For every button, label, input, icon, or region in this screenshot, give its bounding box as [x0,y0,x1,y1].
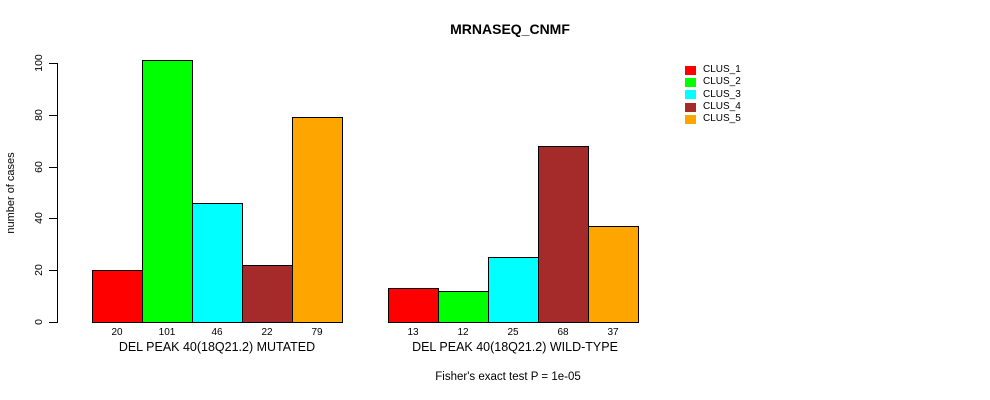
y-tick-label: 40 [33,212,45,224]
y-tick [49,63,57,64]
legend-swatch-clus_4 [685,102,696,112]
bar-clus_3-wild-type [488,257,539,323]
group-label-wild-type: DEL PEAK 40(18Q21.2) WILD-TYPE [412,340,618,354]
bar-value-label: 22 [261,327,273,338]
bar-value-label: 13 [407,327,419,338]
bar-value-label: 37 [607,327,619,338]
bar-value-label: 101 [158,327,176,338]
bar-clus_4-wild-type [538,146,589,323]
legend-swatch-clus_2 [685,77,696,87]
legend-item-clus_1: CLUS_1 [685,64,741,76]
chart-title: MRNASEQ_CNMF [450,21,570,37]
y-tick [49,322,57,323]
y-axis-line [57,63,58,323]
y-tick-label: 60 [33,161,45,173]
bar-clus_1-mutated [92,270,143,323]
y-axis-label: number of cases [5,152,17,234]
y-tick [49,218,57,219]
bar-value-label: 25 [507,327,519,338]
y-tick-label: 20 [33,264,45,276]
bar-clus_1-wild-type [388,288,439,323]
legend-item-clus_4: CLUS_4 [685,101,741,113]
y-tick [49,270,57,271]
y-tick [49,115,57,116]
bar-value-label: 20 [111,327,123,338]
bar-clus_2-mutated [142,60,193,323]
legend-label-clus_5: CLUS_5 [703,113,741,125]
legend-swatch-clus_3 [685,90,696,100]
legend: CLUS_1 CLUS_2 CLUS_3 CLUS_4 CLUS_5 [685,64,741,125]
bar-clus_5-mutated [292,117,343,323]
legend-item-clus_5: CLUS_5 [685,113,741,125]
legend-item-clus_2: CLUS_2 [685,76,741,88]
bar-clus_4-mutated [242,265,293,323]
bar-value-label: 46 [211,327,223,338]
bar-value-label: 68 [557,327,569,338]
legend-label-clus_2: CLUS_2 [703,76,741,88]
legend-swatch-clus_5 [685,114,696,124]
group-label-mutated: DEL PEAK 40(18Q21.2) MUTATED [118,340,316,354]
legend-label-clus_4: CLUS_4 [703,101,741,113]
bar-clus_3-mutated [192,203,243,323]
legend-item-clus_3: CLUS_3 [685,89,741,101]
bar-value-label: 79 [311,327,323,338]
y-tick [49,167,57,168]
y-tick-label: 0 [33,319,45,325]
legend-swatch-clus_1 [685,65,696,75]
fisher-test-annotation: Fisher's exact test P = 1e-05 [435,371,581,383]
y-tick-label: 100 [33,54,45,72]
bar-value-label: 12 [457,327,469,338]
bar-clus_5-wild-type [588,226,639,323]
legend-label-clus_1: CLUS_1 [703,64,741,76]
y-tick-label: 80 [33,109,45,121]
bar-clus_2-wild-type [438,291,489,323]
legend-label-clus_3: CLUS_3 [703,88,741,100]
